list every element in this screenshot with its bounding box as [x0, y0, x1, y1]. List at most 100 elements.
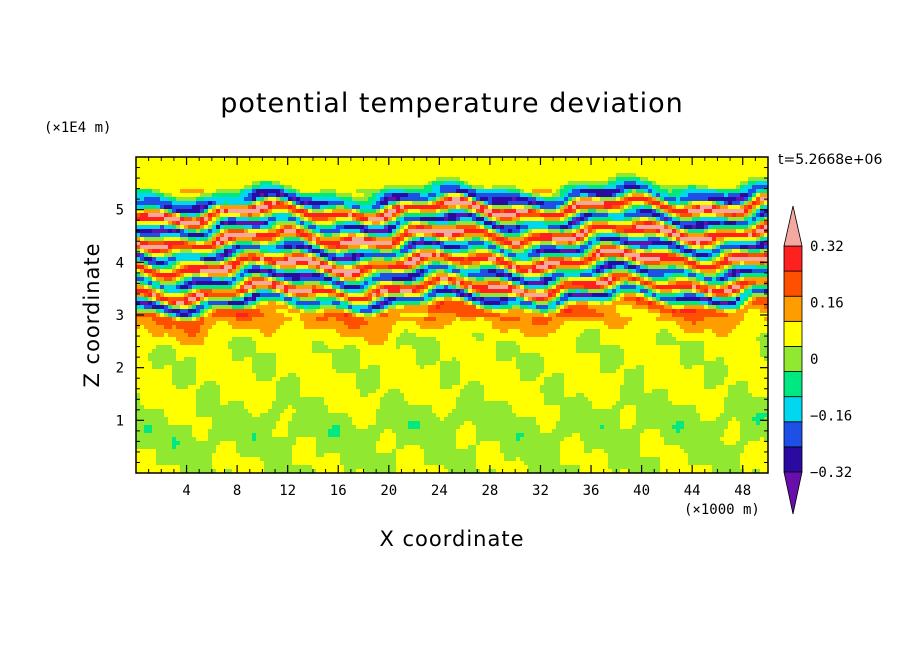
- contour-cell: [576, 221, 581, 226]
- contour-cell: [156, 201, 161, 206]
- contour-cell: [760, 273, 765, 278]
- contour-cell: [456, 261, 461, 266]
- contour-cell: [388, 201, 393, 206]
- contour-cell: [392, 197, 397, 202]
- contour-cell: [692, 193, 697, 198]
- contour-cell: [600, 217, 605, 222]
- contour-cell: [160, 205, 165, 210]
- contour-cell: [352, 281, 357, 286]
- contour-cell: [608, 277, 613, 282]
- contour-cell: [748, 213, 753, 218]
- contour-cell: [344, 205, 349, 210]
- contour-cell: [280, 261, 285, 266]
- contour-cell: [292, 201, 297, 206]
- contour-cell: [732, 237, 737, 242]
- contour-cell: [560, 217, 565, 222]
- contour-cell: [308, 269, 313, 274]
- contour-cell: [240, 237, 245, 242]
- contour-cell: [448, 213, 453, 218]
- contour-cell: [572, 221, 577, 226]
- contour-cell: [296, 209, 301, 214]
- contour-cell: [224, 173, 229, 178]
- contour-cell: [220, 233, 225, 238]
- contour-cell: [596, 173, 601, 178]
- contour-cell: [676, 273, 681, 278]
- contour-cell: [208, 261, 213, 266]
- contour-cell: [612, 161, 617, 166]
- contour-cell: [344, 185, 349, 190]
- contour-cell: [404, 193, 409, 198]
- contour-cell: [264, 241, 269, 246]
- contour-cell: [644, 169, 649, 174]
- contour-cell: [644, 249, 649, 254]
- contour-cell: [460, 213, 465, 218]
- contour-cell: [344, 161, 349, 166]
- contour-cell: [460, 177, 465, 182]
- contour-cell: [516, 241, 521, 246]
- contour-cell: [384, 241, 389, 246]
- contour-cell: [580, 217, 585, 222]
- contour-cell: [672, 173, 677, 178]
- contour-cell: [308, 281, 313, 286]
- contour-cell: [456, 189, 461, 194]
- contour-cell: [732, 225, 737, 230]
- contour-cell: [748, 241, 753, 246]
- contour-cell: [212, 245, 217, 250]
- contour-cell: [720, 217, 725, 222]
- contour-cell: [280, 161, 285, 166]
- contour-cell: [564, 161, 569, 166]
- contour-cell: [744, 265, 749, 270]
- contour-cell: [636, 173, 641, 178]
- contour-cell: [608, 169, 613, 174]
- contour-cell: [376, 181, 381, 186]
- contour-cell: [644, 237, 649, 242]
- contour-cell: [424, 229, 429, 234]
- contour-cell: [632, 205, 637, 210]
- contour-cell: [484, 273, 489, 278]
- contour-cell: [576, 273, 581, 278]
- contour-cell: [172, 273, 177, 278]
- contour-cell: [300, 281, 305, 286]
- contour-cell: [344, 213, 349, 218]
- contour-cell: [364, 225, 369, 230]
- contour-cell: [468, 189, 473, 194]
- contour-cell: [676, 169, 681, 174]
- contour-cell: [164, 241, 169, 246]
- contour-cell: [524, 249, 529, 254]
- contour-cell: [396, 229, 401, 234]
- contour-cell: [340, 253, 345, 258]
- contour-cell: [448, 221, 453, 226]
- contour-cell: [544, 229, 549, 234]
- contour-cell: [524, 273, 529, 278]
- contour-cell: [148, 157, 153, 162]
- contour-cell: [748, 233, 753, 238]
- contour-cell: [564, 189, 569, 194]
- contour-cell: [524, 185, 529, 190]
- contour-cell: [148, 213, 153, 218]
- contour-cell: [192, 225, 197, 230]
- contour-cell: [696, 181, 701, 186]
- contour-cell: [428, 249, 433, 254]
- contour-cell: [288, 269, 293, 274]
- contour-cell: [340, 169, 345, 174]
- contour-cell: [452, 269, 457, 274]
- contour-cell: [376, 161, 381, 166]
- contour-cell: [280, 281, 285, 286]
- contour-cell: [672, 209, 677, 214]
- contour-cell: [460, 217, 465, 222]
- contour-cell: [244, 281, 249, 286]
- contour-cell: [228, 197, 233, 202]
- contour-cell: [280, 233, 285, 238]
- contour-cell: [760, 221, 765, 226]
- contour-cell: [188, 181, 193, 186]
- contour-cell: [724, 197, 729, 202]
- contour-cell: [496, 265, 501, 270]
- contour-cell: [464, 217, 469, 222]
- contour-cell: [624, 217, 629, 222]
- contour-cell: [676, 221, 681, 226]
- contour-cell: [220, 185, 225, 190]
- contour-cell: [404, 229, 409, 234]
- contour-cell: [696, 209, 701, 214]
- contour-cell: [256, 185, 261, 190]
- contour-cell: [280, 249, 285, 254]
